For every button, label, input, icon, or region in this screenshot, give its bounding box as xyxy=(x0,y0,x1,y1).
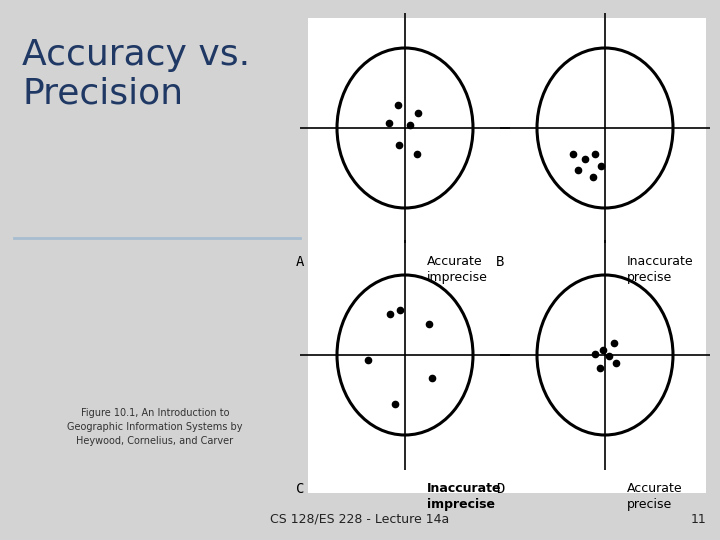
Text: C: C xyxy=(296,482,305,496)
Text: precise: precise xyxy=(627,271,672,284)
Text: precise: precise xyxy=(627,498,672,511)
Text: imprecise: imprecise xyxy=(427,271,488,284)
Text: Figure 10.1, An Introduction to: Figure 10.1, An Introduction to xyxy=(81,408,229,418)
Text: Heywood, Cornelius, and Carver: Heywood, Cornelius, and Carver xyxy=(76,436,233,446)
Text: imprecise: imprecise xyxy=(427,498,495,511)
Text: B: B xyxy=(496,255,505,269)
Text: CS 128/ES 228 - Lecture 14a: CS 128/ES 228 - Lecture 14a xyxy=(271,513,449,526)
Text: A: A xyxy=(296,255,305,269)
Bar xyxy=(308,18,706,493)
Text: Accurate: Accurate xyxy=(627,482,683,495)
Text: Accurate: Accurate xyxy=(427,255,482,268)
Text: Geographic Information Systems by: Geographic Information Systems by xyxy=(67,422,243,432)
Text: Inaccurate: Inaccurate xyxy=(427,482,502,495)
Text: 11: 11 xyxy=(690,513,706,526)
Text: Inaccurate: Inaccurate xyxy=(627,255,693,268)
Text: D: D xyxy=(496,482,505,496)
Text: Accuracy vs.
Precision: Accuracy vs. Precision xyxy=(22,38,250,110)
